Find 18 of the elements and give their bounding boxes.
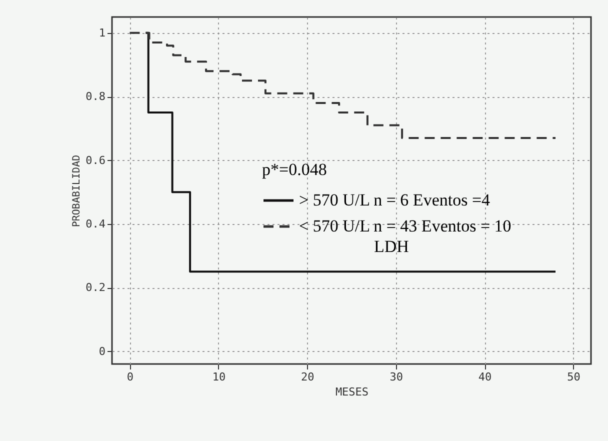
legend-title: p*=0.048 bbox=[262, 160, 327, 179]
y-tick-label: 0.2 bbox=[86, 281, 106, 294]
y-axis-title: PROBABILIDAD bbox=[72, 154, 83, 228]
legend-label: > 570 U/L n = 6 Eventos =4 bbox=[299, 190, 491, 210]
y-tick-label: 0.8 bbox=[86, 90, 106, 104]
x-tick-label: 10 bbox=[212, 370, 226, 384]
x-tick-label: 0 bbox=[126, 370, 134, 384]
x-tick-label: 40 bbox=[478, 370, 492, 384]
x-tick-label: 30 bbox=[390, 370, 403, 384]
x-tick-label: 50 bbox=[567, 370, 580, 384]
y-tick-label: 1 bbox=[98, 26, 106, 40]
x-axis-title: MESES bbox=[335, 386, 369, 398]
legend-label: < 570 U/L n = 43 Eventos = 10 bbox=[299, 216, 512, 236]
x-tick-label: 20 bbox=[301, 370, 314, 384]
y-tick-label: 0 bbox=[98, 344, 106, 358]
y-tick-label: 0.6 bbox=[86, 154, 106, 167]
y-tick-label: 0.4 bbox=[86, 217, 106, 230]
annotation: LDH bbox=[374, 237, 409, 256]
